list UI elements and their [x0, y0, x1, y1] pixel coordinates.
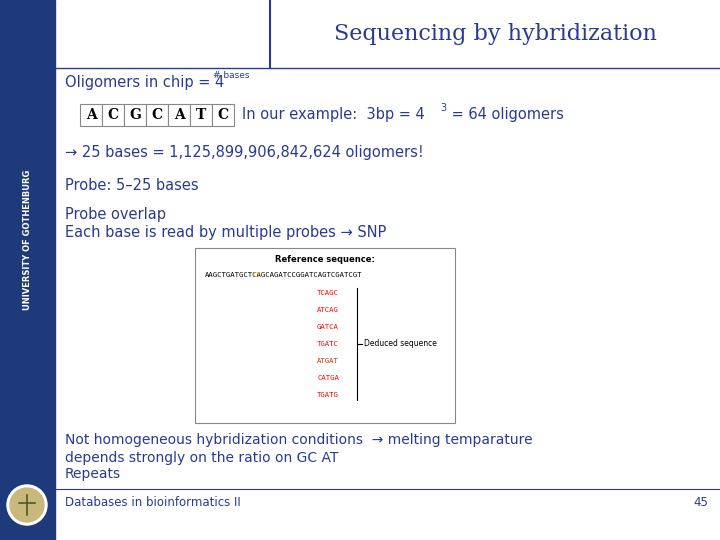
Text: # bases: # bases [213, 71, 250, 79]
Bar [190, 104, 212, 126]
Bar [212, 104, 234, 126]
Text: T: T [196, 108, 206, 122]
Text: ATGAT: ATGAT [317, 358, 339, 364]
Text: Probe overlap: Probe overlap [65, 206, 166, 221]
Text: Repeats: Repeats [65, 467, 121, 481]
Text: Each base is read by multiple probes → SNP: Each base is read by multiple probes → S… [65, 225, 387, 240]
Text: TGATG: TGATG [317, 392, 339, 398]
Bar [80, 104, 102, 126]
Bar [195, 248, 455, 423]
Text: G: G [129, 108, 141, 122]
Bar [0, 0, 55, 540]
Text: A: A [86, 108, 96, 122]
Bar [102, 104, 124, 126]
Text: 45: 45 [693, 496, 708, 509]
Text: ATCAG: ATCAG [317, 307, 339, 313]
Text: Not homogeneous hybridization conditions  → melting temparature: Not homogeneous hybridization conditions… [65, 433, 533, 447]
Bar [168, 104, 190, 126]
Bar [146, 104, 168, 126]
Circle shape [10, 488, 44, 522]
Text: TCAGC: TCAGC [317, 290, 339, 296]
Text: Deduced sequence: Deduced sequence [364, 340, 437, 348]
Text: In our example:  3bp = 4: In our example: 3bp = 4 [242, 107, 425, 123]
Text: C: C [151, 108, 163, 122]
Text: A: A [174, 108, 184, 122]
Text: CT: CT [253, 272, 261, 278]
Bar [124, 104, 146, 126]
Text: C: C [107, 108, 119, 122]
Text: Databases in bioinformatics II: Databases in bioinformatics II [65, 496, 240, 509]
Text: CATGA: CATGA [317, 375, 339, 381]
Text: AAGCTGATGCTCAGCAGATCCGGATCAGTCGATCGT: AAGCTGATGCTCAGCAGATCCGGATCAGTCGATCGT [205, 272, 362, 278]
Text: = 64 oligomers: = 64 oligomers [447, 107, 564, 123]
Text: depends strongly on the ratio on GC AT: depends strongly on the ratio on GC AT [65, 451, 338, 465]
Text: Oligomers in chip = 4: Oligomers in chip = 4 [65, 75, 224, 90]
Text: Reference sequence:: Reference sequence: [275, 254, 375, 264]
Circle shape [7, 485, 47, 525]
Text: Probe: 5–25 bases: Probe: 5–25 bases [65, 178, 199, 192]
Text: UNIVERSITY OF GOTHENBURG: UNIVERSITY OF GOTHENBURG [23, 170, 32, 310]
Text: C: C [217, 108, 228, 122]
Text: 3: 3 [440, 103, 446, 113]
Text: GATCA: GATCA [317, 324, 339, 330]
Text: Sequencing by hybridization: Sequencing by hybridization [333, 23, 657, 45]
Text: TGATC: TGATC [317, 341, 339, 347]
Text: → 25 bases = 1,125,899,906,842,624 oligomers!: → 25 bases = 1,125,899,906,842,624 oligo… [65, 145, 424, 160]
